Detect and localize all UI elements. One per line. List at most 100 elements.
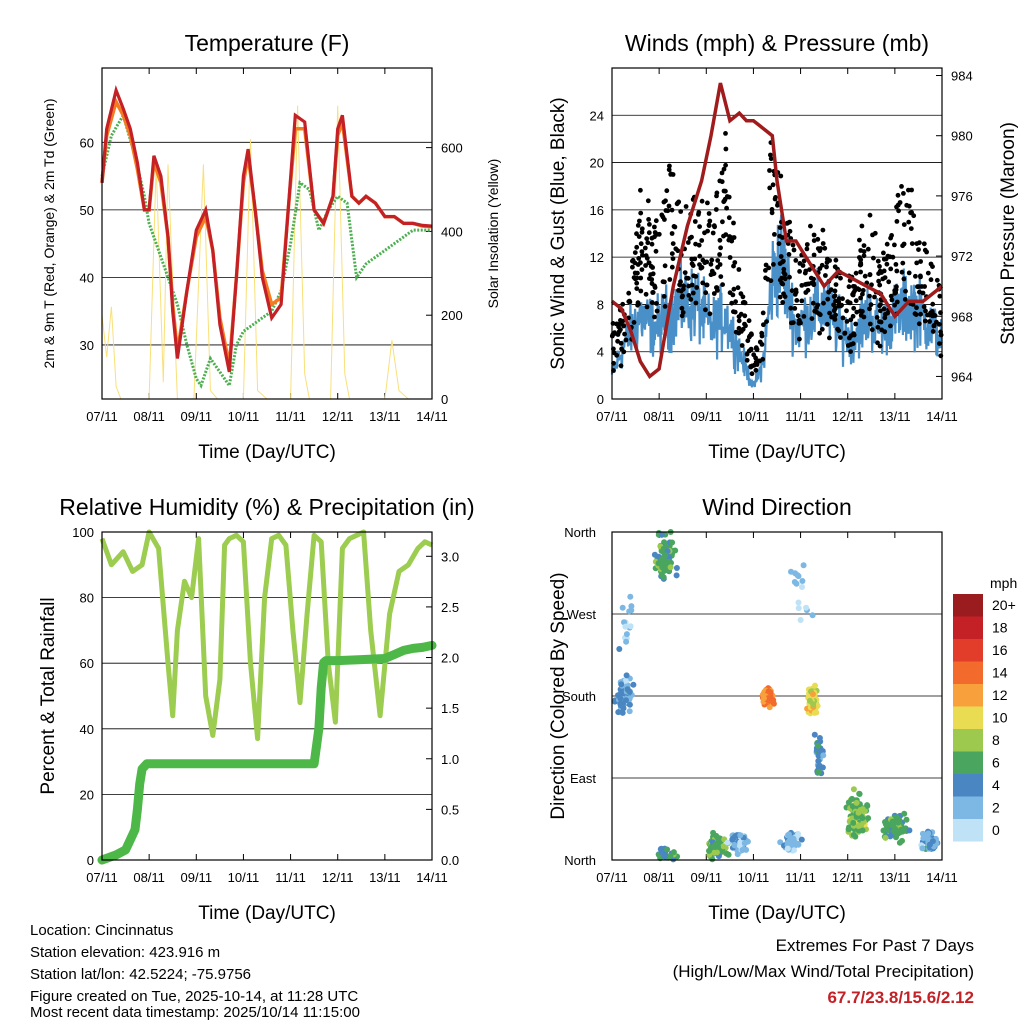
direction-point — [628, 603, 635, 610]
gust-point — [678, 209, 684, 214]
gust-point — [699, 238, 705, 243]
direction-point — [725, 851, 732, 858]
gust-point — [768, 156, 774, 162]
gust-point — [867, 293, 872, 299]
y-tick-label: 100 — [72, 525, 94, 540]
legend-swatch — [953, 796, 983, 819]
gust-point — [760, 310, 766, 316]
gust-point — [730, 292, 736, 298]
direction-point — [800, 562, 807, 569]
gust-point — [763, 275, 768, 281]
legend-label: 18 — [992, 620, 1008, 636]
x-tick-label: 10/11 — [738, 409, 770, 424]
gust-point — [857, 255, 862, 260]
gust-point — [632, 250, 638, 256]
direction-point — [658, 531, 665, 538]
gust-point — [917, 289, 922, 295]
gust-point — [726, 237, 732, 243]
gust-point — [739, 343, 745, 348]
gust-point — [683, 204, 689, 209]
direction-point — [864, 803, 871, 809]
x-tick-label: 14/11 — [416, 870, 448, 885]
direction-point — [667, 564, 674, 571]
gust-point — [787, 228, 793, 234]
gust-point — [859, 223, 865, 229]
gust-point — [924, 249, 929, 255]
gust-point — [751, 362, 757, 368]
gust-point — [768, 278, 774, 284]
gust-point — [880, 276, 886, 282]
gust-point — [757, 339, 763, 345]
direction-point — [626, 708, 633, 715]
direction-point — [785, 832, 792, 839]
gust-point — [769, 210, 775, 216]
direction-point — [662, 852, 669, 859]
direction-point — [809, 612, 816, 619]
direction-point — [720, 843, 727, 850]
gust-point — [845, 299, 851, 305]
x-tick-label: 09/11 — [180, 409, 212, 424]
gust-point — [707, 311, 713, 317]
gust-point — [718, 245, 723, 251]
direction-point — [892, 825, 899, 832]
gust-point — [857, 237, 862, 243]
gust-point — [842, 330, 848, 336]
gust-point — [911, 213, 917, 219]
gust-point — [718, 274, 724, 279]
gust-point — [838, 335, 843, 340]
panel-winds: Winds (mph) & Pressure (mb) Time (Day/UTC… — [548, 30, 1019, 463]
y-tick-label: 60 — [80, 656, 94, 671]
y-tick-label: 0 — [87, 853, 94, 868]
x-tick-label: 12/11 — [832, 409, 864, 424]
direction-point — [815, 769, 822, 776]
gust-point — [916, 247, 921, 253]
gust-points — [609, 131, 944, 377]
gust-point — [650, 290, 656, 295]
gust-point — [801, 314, 807, 319]
gust-point — [717, 237, 723, 243]
gust-point — [693, 300, 699, 306]
gust-point — [938, 332, 944, 338]
direction-point — [741, 840, 748, 847]
gust-point — [748, 346, 754, 352]
gust-point — [717, 262, 723, 267]
gust-point — [808, 223, 813, 229]
gust-point — [654, 301, 659, 306]
gust-point — [727, 255, 733, 260]
gust-point — [807, 267, 812, 272]
gust-point — [787, 274, 792, 280]
gust-point — [881, 306, 887, 312]
gust-point — [689, 261, 695, 267]
gust-point — [884, 241, 890, 247]
gust-point — [618, 340, 624, 346]
temperature-ylabel: 2m & 9m T (Red, Orange) & 2m Td (Green) — [41, 99, 57, 369]
gust-point — [893, 287, 899, 293]
direction-point — [627, 593, 634, 600]
panel-direction: Wind Direction Time (Day/UTC) Direction (C… — [548, 494, 958, 924]
gust-point — [688, 297, 694, 302]
gust-point — [782, 294, 788, 299]
direction-point — [618, 689, 624, 696]
direction-point — [799, 584, 805, 590]
gust-point — [867, 321, 873, 327]
gust-point — [644, 255, 650, 261]
x-tick-label: 13/11 — [369, 409, 401, 424]
y-right-tick-label: 968 — [951, 309, 973, 324]
direction-point — [622, 677, 629, 684]
gust-point — [778, 254, 784, 259]
gust-point — [796, 317, 802, 323]
gust-point — [717, 178, 723, 184]
gust-point — [799, 298, 805, 304]
gust-point — [769, 207, 775, 212]
gust-point — [836, 299, 842, 305]
gust-point — [819, 326, 825, 332]
gust-point — [799, 283, 805, 288]
gust-point — [847, 335, 852, 341]
gust-point — [814, 310, 820, 315]
gust-point — [731, 286, 737, 292]
direction-point — [795, 605, 802, 612]
gust-point — [671, 224, 677, 229]
gust-point — [636, 256, 642, 261]
direction-point — [797, 617, 804, 623]
gust-point — [639, 249, 645, 255]
